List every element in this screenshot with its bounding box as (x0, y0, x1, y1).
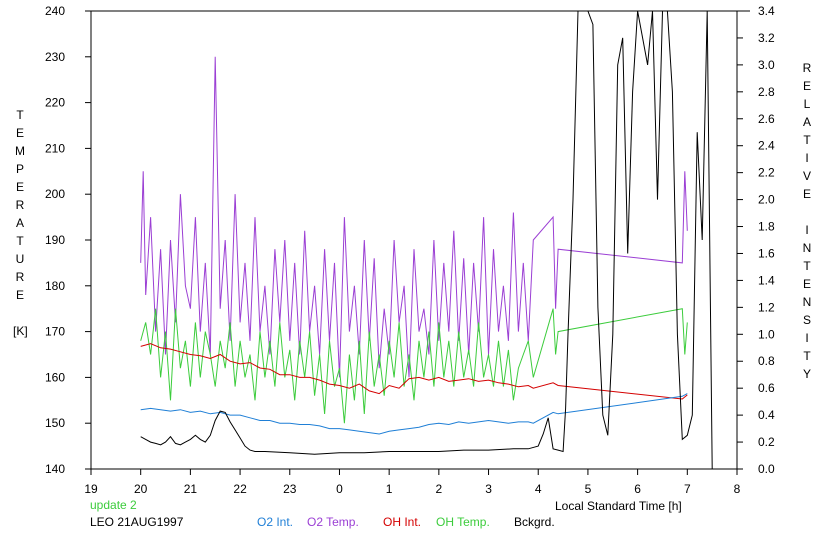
series-oh-temp-line (140, 308, 688, 424)
y-left-label-letter: U (15, 252, 25, 266)
y-right-label-letter: E (802, 277, 811, 291)
y-right-label-letter: L (803, 97, 811, 111)
y-right-label-letter: E (802, 187, 811, 201)
y-right-label-letter: I (805, 151, 809, 165)
y-left-label-letter: M (15, 144, 25, 158)
y-right-label-letter (800, 203, 814, 221)
y-right-tick-label: 1.6 (758, 246, 775, 260)
x-axis-label: Local Standard Time [h] (555, 499, 682, 513)
y-right-tick-label: 1.8 (758, 220, 775, 234)
y-right-label-letter: T (803, 133, 811, 147)
y-right-label-letter: I (805, 223, 809, 237)
y-right-tick-label: 2.8 (758, 85, 775, 99)
y-right-label-letter: Y (802, 367, 811, 381)
x-tick-label: 5 (585, 482, 592, 496)
station-label: LEO 21AUG1997 (90, 515, 184, 529)
x-tick-label: 1 (386, 482, 393, 496)
y-right-label-letter: E (802, 79, 811, 93)
series-o2-temp-line (140, 56, 688, 378)
series-o2-int-line (140, 393, 688, 435)
y-left-tick-label: 170 (45, 325, 65, 339)
y-left-tick-label: 230 (45, 50, 65, 64)
x-tick-label: 22 (233, 482, 247, 496)
y-left-label-letter: T (16, 108, 24, 122)
y-right-label-letter: T (803, 259, 811, 273)
y-right-tick-label: 1.4 (758, 273, 775, 287)
x-tick-label: 3 (485, 482, 492, 496)
series-oh-int-line (140, 343, 688, 400)
y-left-tick-label: 220 (45, 96, 65, 110)
x-tick-label: 2 (436, 482, 443, 496)
y-left-tick-label: 140 (45, 462, 65, 476)
legend-oh-temp: OH Temp. (436, 515, 490, 529)
y-right-tick-label: 2.4 (758, 139, 775, 153)
y-right-tick-label: 1.0 (758, 327, 775, 341)
y-right-label-letter: N (802, 295, 812, 309)
y-right-tick-label: 2.2 (758, 166, 775, 180)
y-right-tick-label: 0.2 (758, 435, 775, 449)
legend-o2-int: O2 Int. (257, 515, 294, 529)
legend-oh-int: OH Int. (383, 515, 422, 529)
y-left-label-letter: E (15, 180, 24, 194)
update-label: update 2 (90, 498, 137, 512)
series-lines (140, 10, 713, 470)
x-tick-label: 21 (184, 482, 198, 496)
y-left-tick-label: 150 (45, 416, 65, 430)
y-left-label-letter: T (16, 234, 24, 248)
y-right-label-letter: V (802, 169, 811, 183)
x-tick-label: 19 (84, 482, 98, 496)
y-left-label-letter: P (15, 162, 24, 176)
y-left-tick-label: 190 (45, 233, 65, 247)
y-left-tick-label: 240 (45, 4, 65, 18)
y-right-label-letter: I (805, 331, 809, 345)
legend-o2-temp: O2 Temp. (307, 515, 359, 529)
y-left-label-letter (13, 304, 27, 322)
y-left-label-letter: A (15, 216, 24, 230)
y-left-tick-label: 160 (45, 370, 65, 384)
y-right-tick-label: 0.6 (758, 381, 775, 395)
y-right-tick-label: 0.0 (758, 462, 775, 476)
y-right-tick-label: 3.0 (758, 58, 775, 72)
y-left-label-letter: R (15, 270, 25, 284)
x-tick-label: 0 (336, 482, 343, 496)
y-left-tick-label: 200 (45, 187, 65, 201)
y-right-label-letter: S (802, 313, 811, 327)
x-tick-label: 23 (283, 482, 297, 496)
y-left-label-letter: E (15, 288, 24, 302)
y-right-tick-label: 0.4 (758, 408, 775, 422)
y-left-label-letter: R (15, 198, 25, 212)
legend-bckgrd: Bckgrd. (514, 515, 555, 529)
y-right-tick-label: 3.2 (758, 31, 775, 45)
series-bckgrd-line (140, 10, 713, 470)
axes: 19 20 21 22 23 0 1 2 3 4 5 6 7 8140150160170180190200… (45, 4, 775, 496)
y-right-tick-label: 3.4 (758, 4, 775, 18)
x-tick-label: 20 (134, 482, 148, 496)
y-left-tick-label: 210 (45, 141, 65, 155)
y-left-tick-label: 180 (45, 279, 65, 293)
y-right-tick-label: 1.2 (758, 300, 775, 314)
y-right-tick-label: 2.0 (758, 193, 775, 207)
y-right-label-letter: R (802, 61, 812, 75)
x-tick-label: 7 (684, 482, 691, 496)
y-right-tick-label: 0.8 (758, 354, 775, 368)
y-right-label-letter: A (802, 115, 811, 129)
y-right-tick-label: 2.6 (758, 112, 775, 126)
y-left-label-letter: E (15, 126, 24, 140)
x-tick-label: 8 (734, 482, 741, 496)
y-axis-label-left: T E M P E R A T U R E [K] (13, 106, 28, 340)
x-tick-label: 6 (634, 482, 641, 496)
y-left-label-letter: [K] (13, 324, 28, 338)
y-right-label-letter: N (802, 241, 812, 255)
y-right-label-letter: T (803, 349, 811, 363)
x-tick-label: 4 (535, 482, 542, 496)
